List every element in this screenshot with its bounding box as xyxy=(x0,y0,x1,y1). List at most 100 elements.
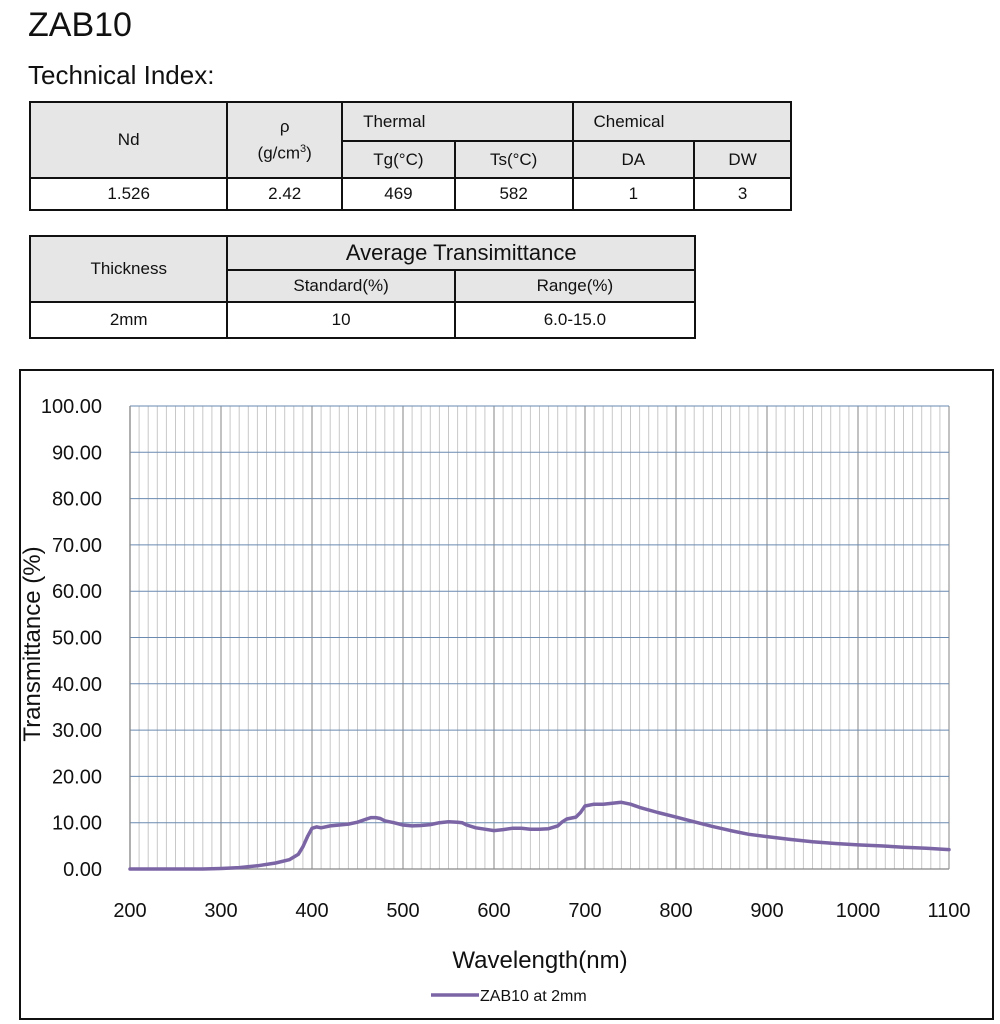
range-value: 6.0-15.0 xyxy=(453,301,697,339)
data-point xyxy=(711,825,714,828)
y-tick-label: 10.00 xyxy=(52,813,102,835)
data-point xyxy=(374,816,377,819)
thermal-header: Thermal xyxy=(341,101,574,142)
x-tick-label: 300 xyxy=(204,900,237,922)
data-point xyxy=(347,822,350,826)
data-point xyxy=(765,835,769,838)
data-point xyxy=(902,846,905,849)
thickness-value: 2mm xyxy=(28,301,229,339)
data-point xyxy=(356,821,359,824)
chart-frame xyxy=(19,369,994,1020)
data-point xyxy=(365,817,368,821)
data-point xyxy=(834,842,837,845)
dw-value: 3 xyxy=(693,177,792,211)
section-heading: Technical Index: xyxy=(28,60,215,90)
data-point xyxy=(456,821,459,824)
x-tick-label: 1000 xyxy=(836,900,881,922)
standard-value: 10 xyxy=(226,301,456,339)
chemical-header: Chemical xyxy=(571,101,792,142)
data-point xyxy=(788,838,791,841)
y-tick-label: 30.00 xyxy=(52,720,102,742)
data-point xyxy=(474,826,477,829)
data-point xyxy=(592,802,596,806)
ts-value: 582 xyxy=(453,177,574,211)
x-tick-label: 700 xyxy=(568,900,601,922)
data-point xyxy=(574,815,578,819)
y-tick-label: 60.00 xyxy=(52,581,102,603)
dw-header: DW xyxy=(693,140,792,179)
data-point xyxy=(538,827,541,831)
data-point xyxy=(729,829,732,832)
x-tick-label: 1100 xyxy=(927,900,970,922)
data-point xyxy=(420,824,423,827)
data-point xyxy=(492,829,496,832)
transmittance-table: Thickness Average Transimittance Standar… xyxy=(28,235,697,339)
data-point xyxy=(583,804,587,808)
y-axis-label: Transmittance (%) xyxy=(19,546,46,741)
data-point xyxy=(338,823,341,827)
data-point xyxy=(674,815,678,819)
data-point xyxy=(856,843,860,847)
data-point xyxy=(401,823,405,827)
range-header: Range(%) xyxy=(453,269,697,303)
data-point xyxy=(656,811,659,814)
x-tick-label: 600 xyxy=(477,900,510,922)
x-tick-label: 200 xyxy=(113,900,146,922)
da-value: 1 xyxy=(571,177,696,211)
legend-label: ZAB10 at 2mm xyxy=(480,988,587,1005)
y-tick-label: 50.00 xyxy=(52,628,102,650)
nd-header: Nd xyxy=(28,101,229,179)
data-point xyxy=(256,864,259,867)
data-point xyxy=(620,801,623,804)
data-point xyxy=(128,867,132,871)
y-tick-label: 40.00 xyxy=(52,674,102,696)
data-point xyxy=(565,817,568,821)
data-point xyxy=(511,827,514,830)
y-tick-label: 90.00 xyxy=(52,442,102,464)
data-point xyxy=(747,833,750,836)
data-point xyxy=(520,827,523,830)
data-point xyxy=(319,826,323,829)
data-point xyxy=(925,846,928,850)
tg-header: Tg(°C) xyxy=(341,140,456,179)
data-point xyxy=(219,867,223,870)
data-point xyxy=(602,802,605,806)
data-point xyxy=(315,825,318,829)
data-point xyxy=(579,811,582,814)
data-point xyxy=(238,866,241,869)
data-point xyxy=(547,827,550,830)
x-tick-label: 500 xyxy=(386,900,419,922)
data-point xyxy=(288,858,291,861)
data-point xyxy=(460,821,464,824)
data-point xyxy=(811,840,814,843)
data-point xyxy=(201,867,204,871)
data-point xyxy=(556,824,559,828)
y-tick-label: 70.00 xyxy=(52,535,102,557)
data-point xyxy=(438,821,441,824)
data-point xyxy=(611,802,614,805)
nd-value: 1.526 xyxy=(28,177,229,211)
data-point xyxy=(693,820,696,823)
density-unit: (g/cm3) xyxy=(257,142,312,163)
data-point xyxy=(306,835,309,838)
data-point xyxy=(629,802,632,806)
thickness-header: Thickness xyxy=(28,235,229,303)
x-tick-label: 400 xyxy=(295,900,328,922)
data-point xyxy=(369,816,373,819)
x-tick-label: 800 xyxy=(659,900,692,922)
average-transmittance-header: Average Transimittance xyxy=(226,235,696,271)
data-point xyxy=(410,824,414,828)
density-value: 2.42 xyxy=(226,177,344,211)
data-point xyxy=(879,844,882,848)
data-point xyxy=(947,848,951,851)
x-tick-label: 900 xyxy=(750,900,783,922)
data-point xyxy=(465,823,468,827)
y-tick-label: 20.00 xyxy=(52,766,102,788)
data-point xyxy=(501,828,505,831)
standard-header: Standard(%) xyxy=(226,269,456,303)
data-point xyxy=(561,820,564,823)
data-point xyxy=(297,852,300,856)
data-point xyxy=(383,819,386,823)
data-point xyxy=(301,845,305,848)
